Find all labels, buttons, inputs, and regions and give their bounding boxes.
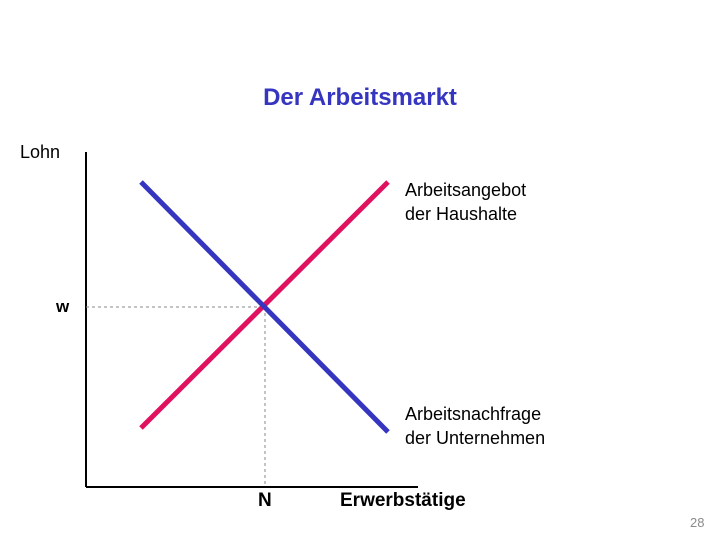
demand-label-line1: Arbeitsnachfrage xyxy=(405,404,542,424)
page-number: 28 xyxy=(690,515,705,530)
demand-label-line2: der Unternehmen xyxy=(405,428,546,448)
diagram-title: Der Arbeitsmarkt xyxy=(263,84,457,111)
supply-curve-label: Arbeitsangebot der Haushalte xyxy=(405,178,526,226)
demand-curve xyxy=(139,180,390,434)
equilibrium-quantity-label: N xyxy=(258,490,272,511)
supply-label-line1: Arbeitsangebot xyxy=(405,180,527,200)
supply-label-line2: der Haushalte xyxy=(405,204,518,224)
demand-curve-label: Arbeitsnachfrage der Unternehmen xyxy=(405,402,545,450)
x-axis-label: Erwerbstätige xyxy=(340,490,466,511)
y-axis-label: Lohn xyxy=(20,142,61,162)
equilibrium-wage-label: w xyxy=(56,297,70,316)
